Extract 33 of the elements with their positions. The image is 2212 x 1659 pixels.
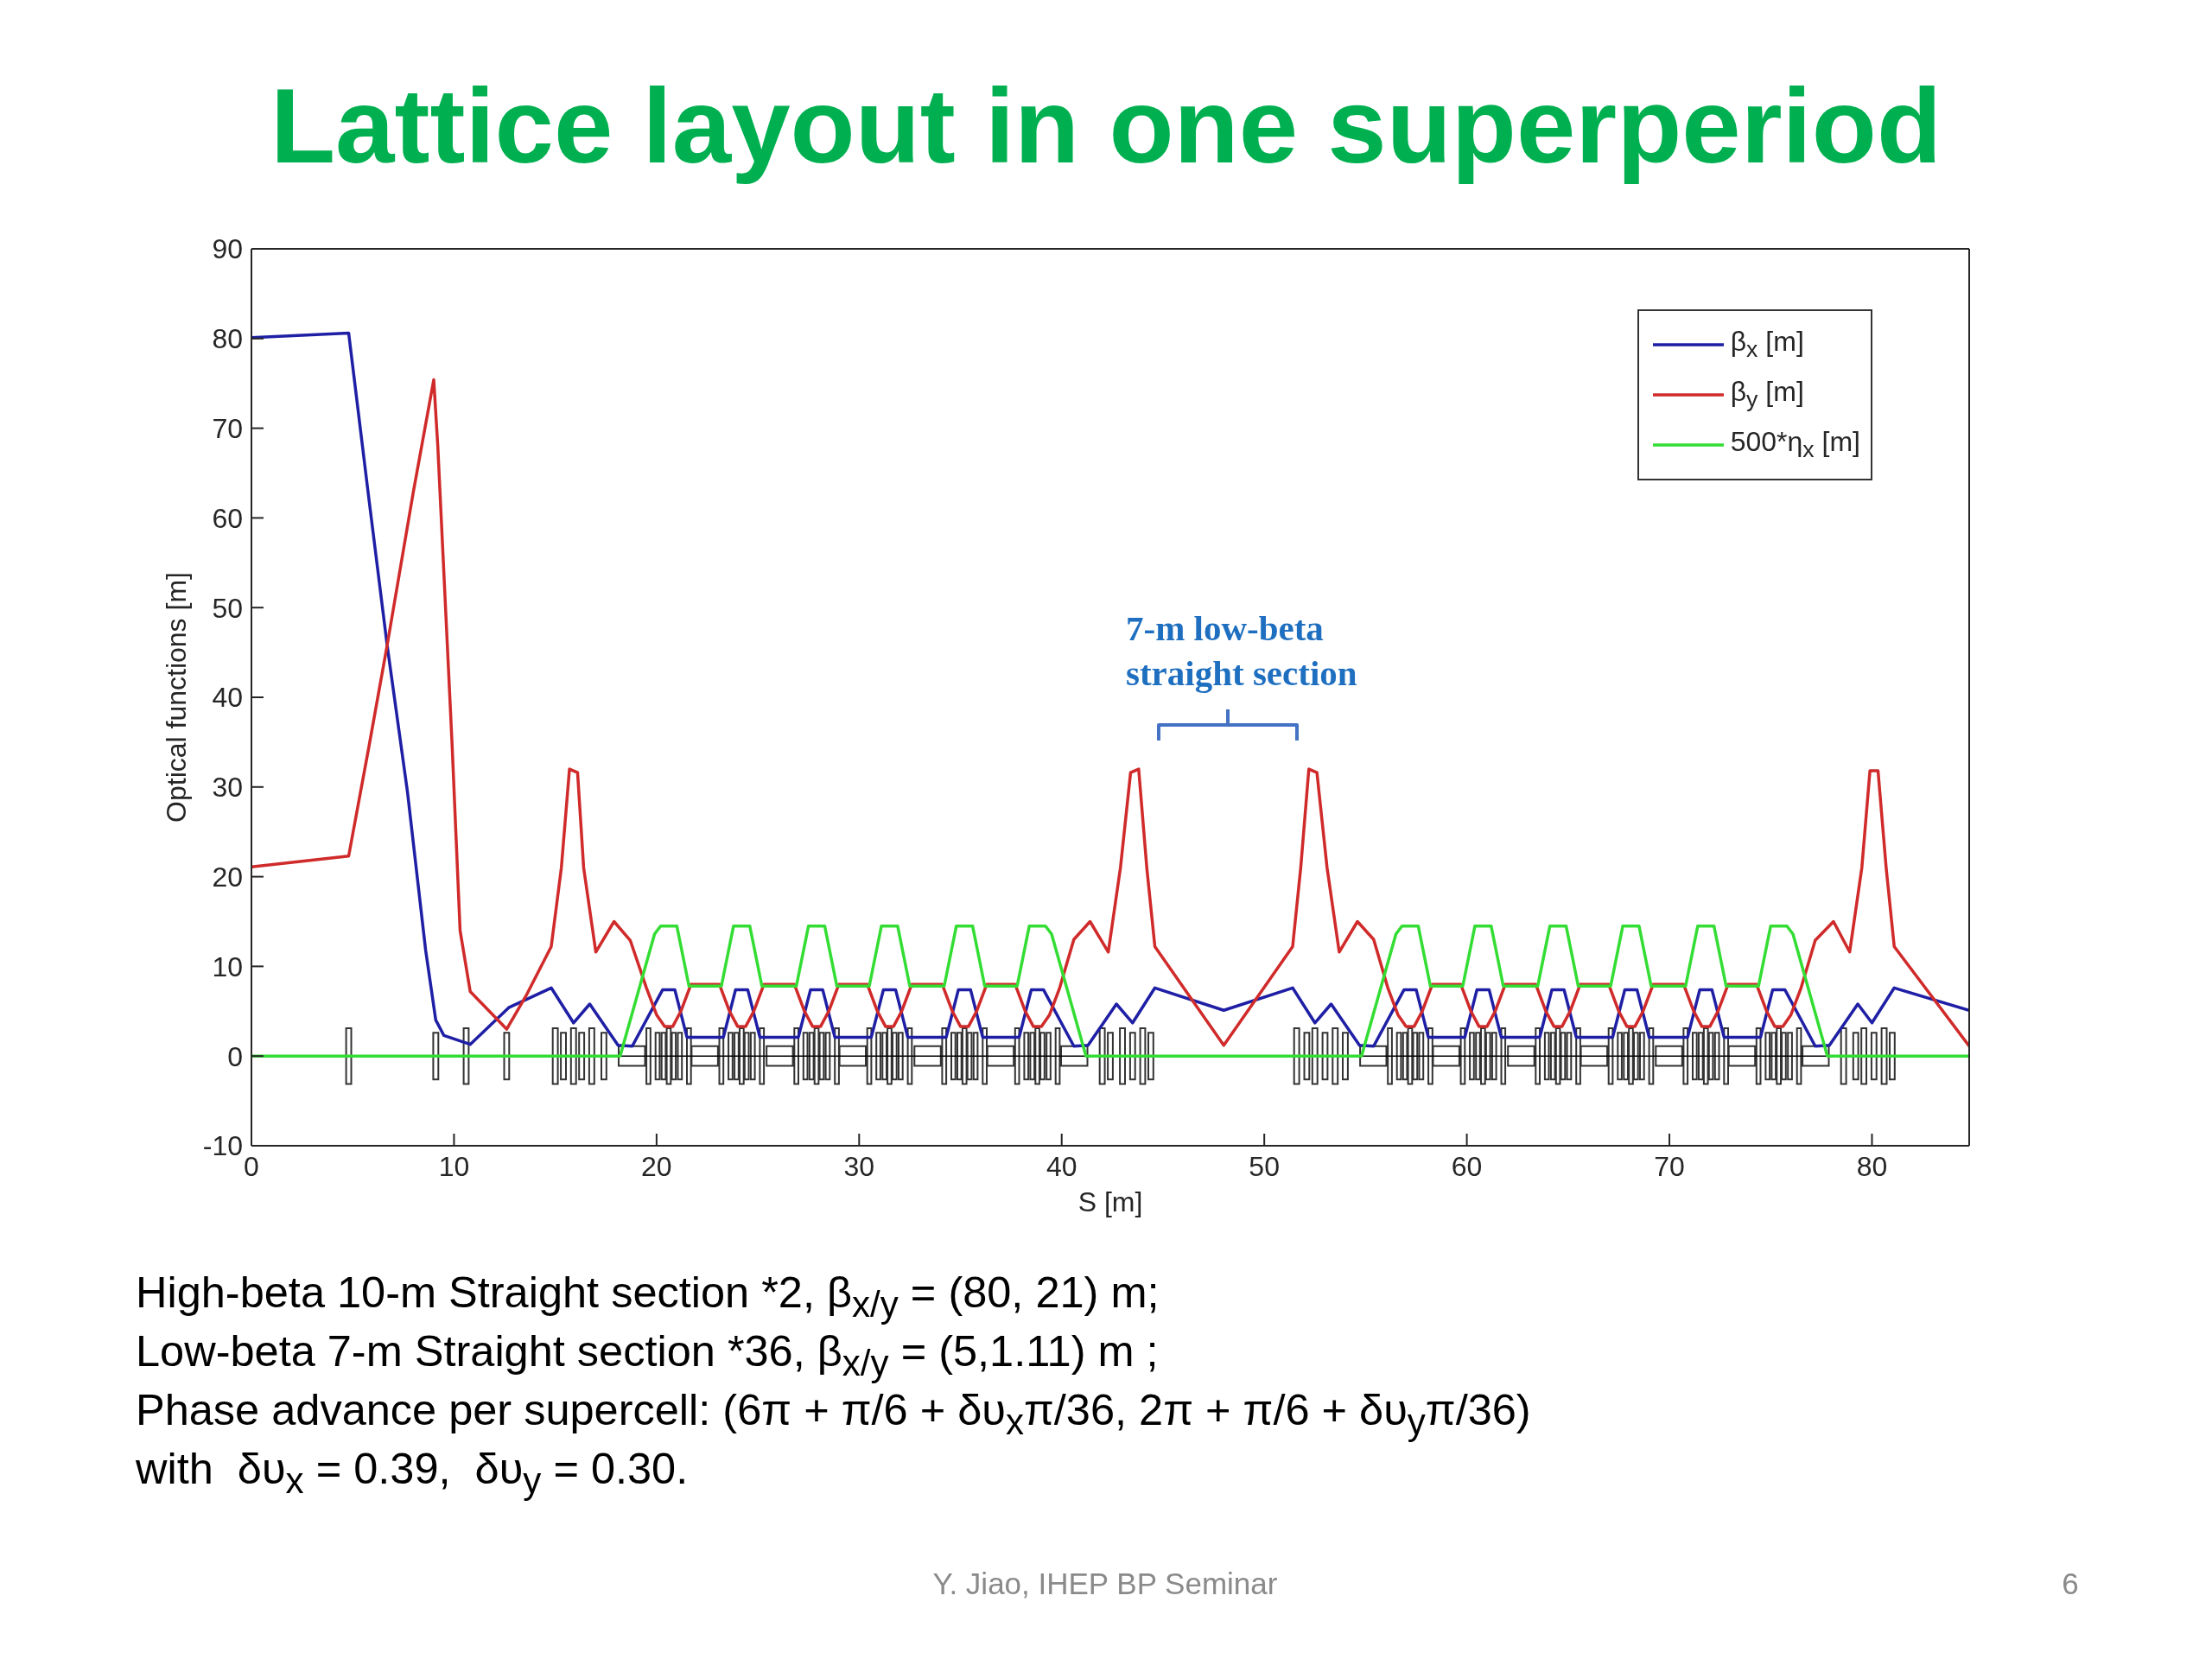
x-tick-label: 70 (1654, 1150, 1685, 1182)
text: 6 (2062, 1567, 2079, 1601)
y-tick-label: 90 (212, 233, 243, 265)
legend-label: β$_{y}$ [m] (1730, 376, 1804, 414)
y-tick-label: 20 (212, 861, 243, 893)
annotation: 7-m low-beta straight section (1126, 607, 1358, 695)
text: Phase advance per supercell: (6π + π/6 + δυ$_{x}$π/36, 2π + π/6 + δυ$_{y}$π/36) (136, 1385, 1531, 1443)
text: Low-beta 7-m Straight section *36, β$_{x/y}$ = (5,1.11) m ; (136, 1326, 1159, 1384)
chart-title: Lattice layout in one superperiod (270, 67, 1942, 185)
y-axis-title: Optical functions [m] (160, 572, 193, 823)
x-tick-label: 10 (438, 1150, 470, 1182)
y-tick-label: 30 (212, 772, 243, 804)
y-tick-label: 70 (212, 412, 243, 444)
text: with δυ$_{x}$ = 0.39, δυ$_{y}$ = 0.30. (136, 1444, 689, 1502)
y-tick-label: 40 (212, 682, 243, 714)
line-series (251, 924, 1969, 1058)
x-tick-label: 40 (1046, 1150, 1077, 1182)
x-tick-label: 30 (843, 1150, 875, 1182)
x-axis-title: S [m] (1077, 1185, 1143, 1218)
y-tick-label: 50 (212, 592, 243, 624)
y-tick-label: 80 (212, 323, 243, 355)
y-tick-label: 60 (212, 502, 243, 534)
legend-label: 500*η$_{x}$ [m] (1730, 426, 1860, 464)
y-tick-label: -10 (202, 1130, 243, 1162)
x-tick-label: 20 (641, 1150, 672, 1182)
x-tick-label: 60 (1451, 1150, 1483, 1182)
y-tick-label: 10 (212, 950, 243, 982)
text: High-beta 10-m Straight section *2, β$_{x/y}$ = (80, 21) m; (136, 1267, 1160, 1325)
x-tick-label: 80 (1856, 1150, 1888, 1182)
text: Y. Jiao, IHEP BP Seminar (932, 1567, 1278, 1601)
x-tick-label: 50 (1249, 1150, 1280, 1182)
legend-label: β$_{x}$ [m] (1730, 326, 1804, 364)
y-tick-label: 0 (227, 1040, 243, 1072)
